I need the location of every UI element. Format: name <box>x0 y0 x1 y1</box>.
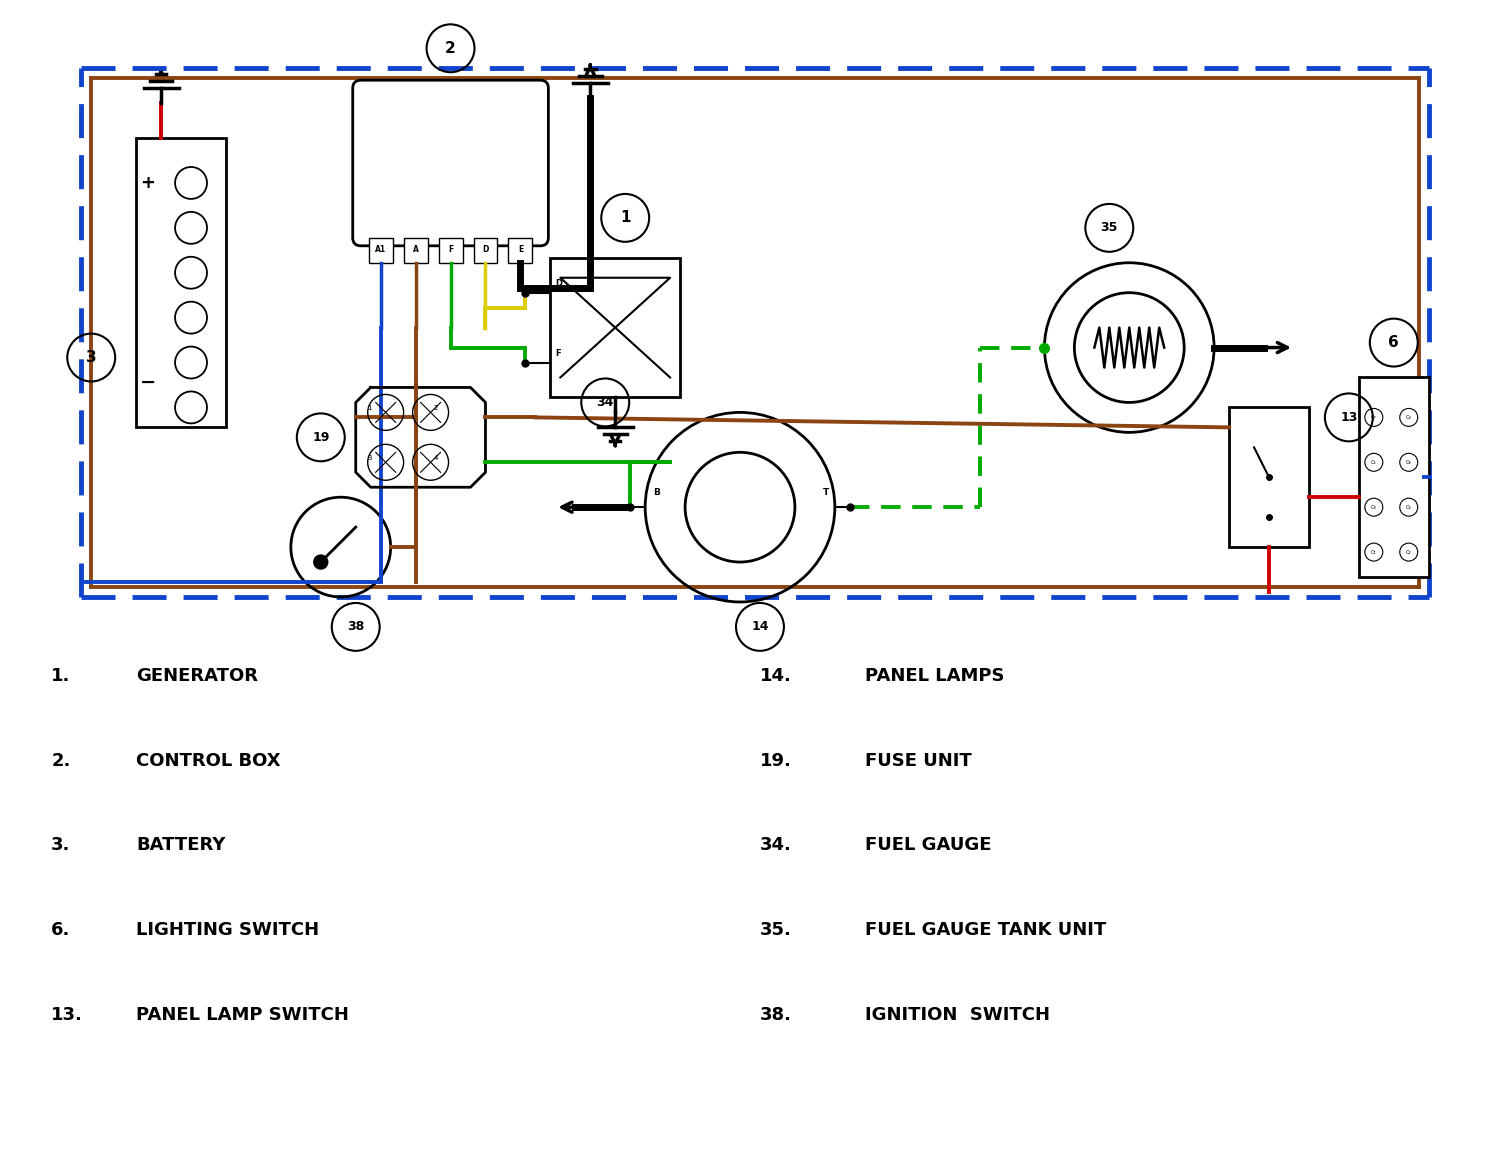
Bar <box>438 238 462 263</box>
Text: PANEL LAMPS: PANEL LAMPS <box>864 666 1004 685</box>
Text: A1: A1 <box>376 245 386 254</box>
Text: D: D <box>555 279 563 288</box>
Polygon shape <box>356 387 486 488</box>
Text: 4: 4 <box>434 455 438 461</box>
Text: −: − <box>140 373 156 392</box>
Bar <box>551 258 680 398</box>
Text: O₈: O₈ <box>1406 415 1412 420</box>
Text: 3: 3 <box>86 350 97 365</box>
Bar <box>474 238 497 263</box>
FancyBboxPatch shape <box>353 81 548 246</box>
Bar <box>1230 407 1308 547</box>
Text: CONTROL BOX: CONTROL BOX <box>137 752 281 769</box>
Text: 1: 1 <box>619 210 631 225</box>
Text: O₅: O₅ <box>1371 460 1377 464</box>
Text: BATTERY: BATTERY <box>137 837 226 854</box>
Text: F: F <box>448 245 453 254</box>
Circle shape <box>313 555 328 569</box>
Text: LIGHTING SWITCH: LIGHTING SWITCH <box>137 921 319 939</box>
Text: 19.: 19. <box>760 752 792 769</box>
Bar <box>1359 377 1429 576</box>
Text: FUEL GAUGE: FUEL GAUGE <box>864 837 992 854</box>
Text: O₆: O₆ <box>1406 460 1412 464</box>
Text: B: B <box>653 488 659 497</box>
Text: 2: 2 <box>446 41 456 56</box>
Bar <box>508 238 533 263</box>
Text: FUEL GAUGE TANK UNIT: FUEL GAUGE TANK UNIT <box>864 921 1106 939</box>
Text: E: E <box>518 245 523 254</box>
Text: GENERATOR: GENERATOR <box>137 666 258 685</box>
Bar <box>368 238 392 263</box>
Text: 1.: 1. <box>52 666 71 685</box>
Text: 6.: 6. <box>52 921 71 939</box>
Text: O₃: O₃ <box>1371 504 1377 510</box>
Bar <box>404 238 428 263</box>
Text: 3.: 3. <box>52 837 71 854</box>
Text: 34: 34 <box>597 396 613 408</box>
Text: 14.: 14. <box>760 666 792 685</box>
Text: D: D <box>483 245 489 254</box>
Text: 19: 19 <box>312 431 330 443</box>
Text: 35.: 35. <box>760 921 792 939</box>
Text: IGNITION  SWITCH: IGNITION SWITCH <box>864 1006 1050 1023</box>
Text: 13: 13 <box>1339 411 1357 424</box>
Text: 38.: 38. <box>760 1006 792 1023</box>
Text: A: A <box>413 245 419 254</box>
Text: 13.: 13. <box>52 1006 83 1023</box>
Text: 2.: 2. <box>52 752 71 769</box>
Text: 1: 1 <box>368 405 373 412</box>
Text: 14: 14 <box>751 621 769 634</box>
Text: 3: 3 <box>368 455 373 461</box>
Text: O₇: O₇ <box>1371 415 1377 420</box>
Bar <box>137 138 226 427</box>
Text: +: + <box>141 174 156 191</box>
Text: F: F <box>555 349 561 357</box>
Text: O₂: O₂ <box>1406 550 1412 554</box>
Text: 35: 35 <box>1100 222 1118 235</box>
Text: O₁: O₁ <box>1371 550 1377 554</box>
Text: PANEL LAMP SWITCH: PANEL LAMP SWITCH <box>137 1006 349 1023</box>
Text: 34.: 34. <box>760 837 792 854</box>
Text: T: T <box>823 488 829 497</box>
Text: 38: 38 <box>347 621 364 634</box>
Text: FUSE UNIT: FUSE UNIT <box>864 752 971 769</box>
Text: O₄: O₄ <box>1406 504 1412 510</box>
Text: 2: 2 <box>434 405 438 412</box>
Text: 6: 6 <box>1388 335 1399 350</box>
